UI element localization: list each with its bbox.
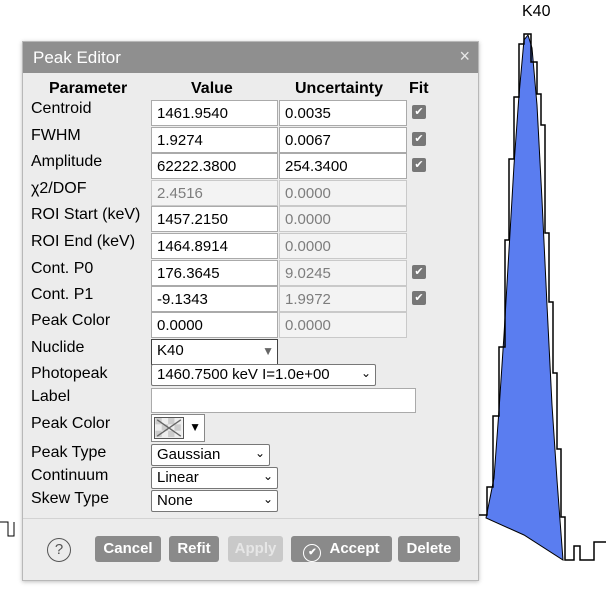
chevron-down-icon: ⌄ — [254, 446, 265, 460]
chi2-dof-label: χ2/DOF — [31, 180, 87, 197]
spectrum-step-line — [475, 33, 606, 561]
cont-p1-fit-checkbox[interactable]: ✔ — [412, 291, 426, 305]
peak-color-label: Peak Color — [31, 415, 111, 432]
dropdown-arrow-icon: ▼ — [189, 420, 201, 434]
header-fit: Fit — [409, 80, 429, 97]
continuum-value: Linear — [157, 469, 199, 486]
peak-nuclide-label: K40 — [522, 3, 551, 20]
header-parameter: Parameter — [49, 80, 128, 97]
photopeak-select[interactable]: 1460.7500 keV I=1.0e+00 ⌄ — [151, 364, 376, 386]
fwhm-value-input[interactable] — [151, 127, 278, 153]
roi-start-label: ROI Start (keV) — [31, 206, 141, 223]
roi-start-uncertainty-input — [279, 206, 407, 232]
cont-p0-label: Cont. P0 — [31, 260, 94, 277]
dialog-titlebar[interactable]: Peak Editor × — [23, 42, 478, 73]
amplitude-label: Amplitude — [31, 153, 103, 170]
peak-type-value: Gaussian — [157, 446, 221, 463]
no-color-swatch-icon — [154, 417, 184, 439]
nuclide-combobox[interactable]: K40 ▼ — [151, 339, 278, 365]
fwhm-label: FWHM — [31, 127, 81, 144]
peak-color-param-value-input[interactable] — [151, 312, 278, 338]
close-icon[interactable]: × — [459, 46, 470, 66]
centroid-fit-checkbox[interactable]: ✔ — [412, 105, 426, 119]
chevron-down-icon: ⌄ — [360, 366, 371, 380]
roi-end-uncertainty-input — [279, 233, 407, 259]
peak-type-label: Peak Type — [31, 444, 107, 461]
header-uncertainty: Uncertainty — [295, 80, 384, 97]
spectrum-line-left — [0, 521, 15, 537]
roi-end-value-input[interactable] — [151, 233, 278, 259]
nuclide-value: K40 — [157, 342, 184, 359]
chevron-down-icon: ⌄ — [262, 492, 273, 506]
skew-type-label: Skew Type — [31, 490, 109, 507]
refit-button[interactable]: Refit — [169, 536, 219, 562]
peak-editor-dialog: Peak Editor × Parameter Value Uncertaint… — [22, 41, 479, 581]
cont-p0-fit-checkbox[interactable]: ✔ — [412, 265, 426, 279]
centroid-value-input[interactable] — [151, 100, 278, 126]
continuum-label: Continuum — [31, 467, 109, 484]
skew-type-select[interactable]: None ⌄ — [151, 490, 278, 512]
help-icon[interactable]: ? — [47, 538, 71, 562]
delete-button[interactable]: Delete — [398, 536, 460, 562]
peak-type-select[interactable]: Gaussian ⌄ — [151, 444, 270, 466]
amplitude-fit-checkbox[interactable]: ✔ — [412, 158, 426, 172]
cancel-button[interactable]: Cancel — [95, 536, 161, 562]
amplitude-uncertainty-input[interactable] — [279, 153, 407, 179]
label-field-label: Label — [31, 388, 71, 405]
fwhm-fit-checkbox[interactable]: ✔ — [412, 132, 426, 146]
cont-p1-uncertainty-input — [279, 286, 407, 312]
cont-p1-label: Cont. P1 — [31, 286, 94, 303]
centroid-uncertainty-input[interactable] — [279, 100, 407, 126]
skew-type-value: None — [157, 492, 193, 509]
peak-fit-area — [485, 33, 564, 561]
peak-color-picker[interactable]: ▼ — [151, 414, 205, 442]
cont-p0-value-input[interactable] — [151, 260, 278, 286]
apply-button: Apply — [228, 536, 283, 562]
centroid-label: Centroid — [31, 100, 92, 117]
chi2-dof-uncertainty-input — [279, 180, 407, 206]
continuum-select[interactable]: Linear ⌄ — [151, 467, 278, 489]
footer-divider — [23, 518, 478, 519]
fwhm-uncertainty-input[interactable] — [279, 127, 407, 153]
roi-end-label: ROI End (keV) — [31, 233, 136, 250]
cont-p1-value-input[interactable] — [151, 286, 278, 312]
header-value: Value — [191, 80, 233, 97]
dialog-title: Peak Editor — [33, 48, 121, 67]
photopeak-value: 1460.7500 keV I=1.0e+00 — [157, 366, 330, 383]
amplitude-value-input[interactable] — [151, 153, 278, 179]
check-circle-icon: ✔ — [303, 544, 322, 562]
photopeak-label: Photopeak — [31, 365, 108, 382]
peak-color-param-label: Peak Color — [31, 312, 111, 329]
peak-color-param-uncertainty-input — [279, 312, 407, 338]
chevron-down-icon: ⌄ — [262, 469, 273, 483]
nuclide-label: Nuclide — [31, 339, 85, 356]
accept-button-label: Accept — [329, 540, 380, 557]
cont-p0-uncertainty-input — [279, 260, 407, 286]
label-input[interactable] — [151, 388, 416, 413]
dropdown-arrow-icon[interactable]: ▼ — [262, 344, 274, 358]
chi2-dof-value-input — [151, 180, 278, 206]
roi-start-value-input[interactable] — [151, 206, 278, 232]
accept-button[interactable]: ✔ Accept — [291, 536, 392, 562]
